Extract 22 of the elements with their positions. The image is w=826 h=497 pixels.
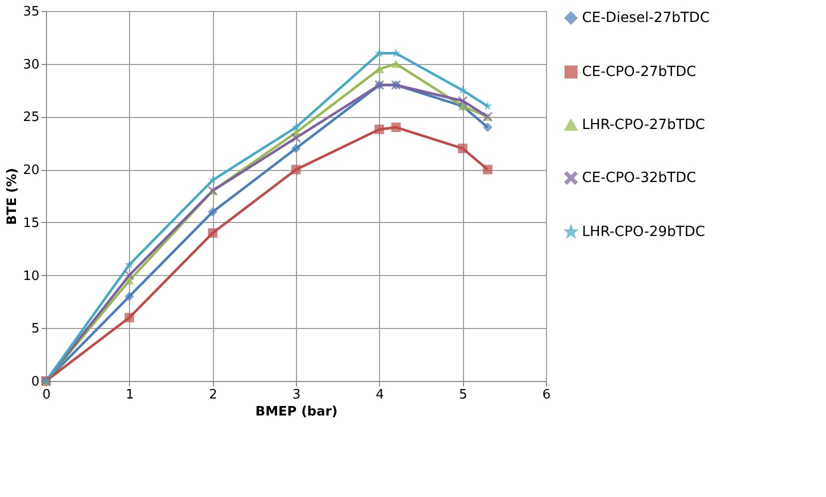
y-tick-label: 15 xyxy=(22,216,40,231)
y-tick-label: 5 xyxy=(31,322,40,337)
y-tick-label: 25 xyxy=(22,110,40,126)
x-tick-label: 6 xyxy=(542,388,551,402)
legend-label: LHR-CPO-29bTDC xyxy=(582,224,706,240)
y-tick-label: 35 xyxy=(22,4,40,20)
x-tick-label: 3 xyxy=(292,388,301,402)
y-tick-label: 30 xyxy=(22,57,40,72)
legend-label: CE-CPO-27bTDC xyxy=(582,64,696,80)
y-tick-label: 10 xyxy=(22,268,40,284)
x-tick-label: 1 xyxy=(126,388,134,402)
x-tick-label: 2 xyxy=(209,388,218,402)
legend-label: CE-CPO-32bTDC xyxy=(582,170,696,186)
y-axis-title: BTE (%) xyxy=(4,168,20,226)
x-tick-label: 0 xyxy=(42,388,51,402)
legend-label: CE-Diesel-27bTDC xyxy=(582,10,710,26)
legend-label: LHR-CPO-27bTDC xyxy=(582,117,706,133)
x-tick-label: 5 xyxy=(459,388,468,402)
y-tick-label: 0 xyxy=(31,374,40,390)
x-axis-title: BMEP (bar) xyxy=(255,404,338,420)
x-tick-label: 4 xyxy=(376,388,384,402)
y-tick-label: 20 xyxy=(22,163,40,178)
